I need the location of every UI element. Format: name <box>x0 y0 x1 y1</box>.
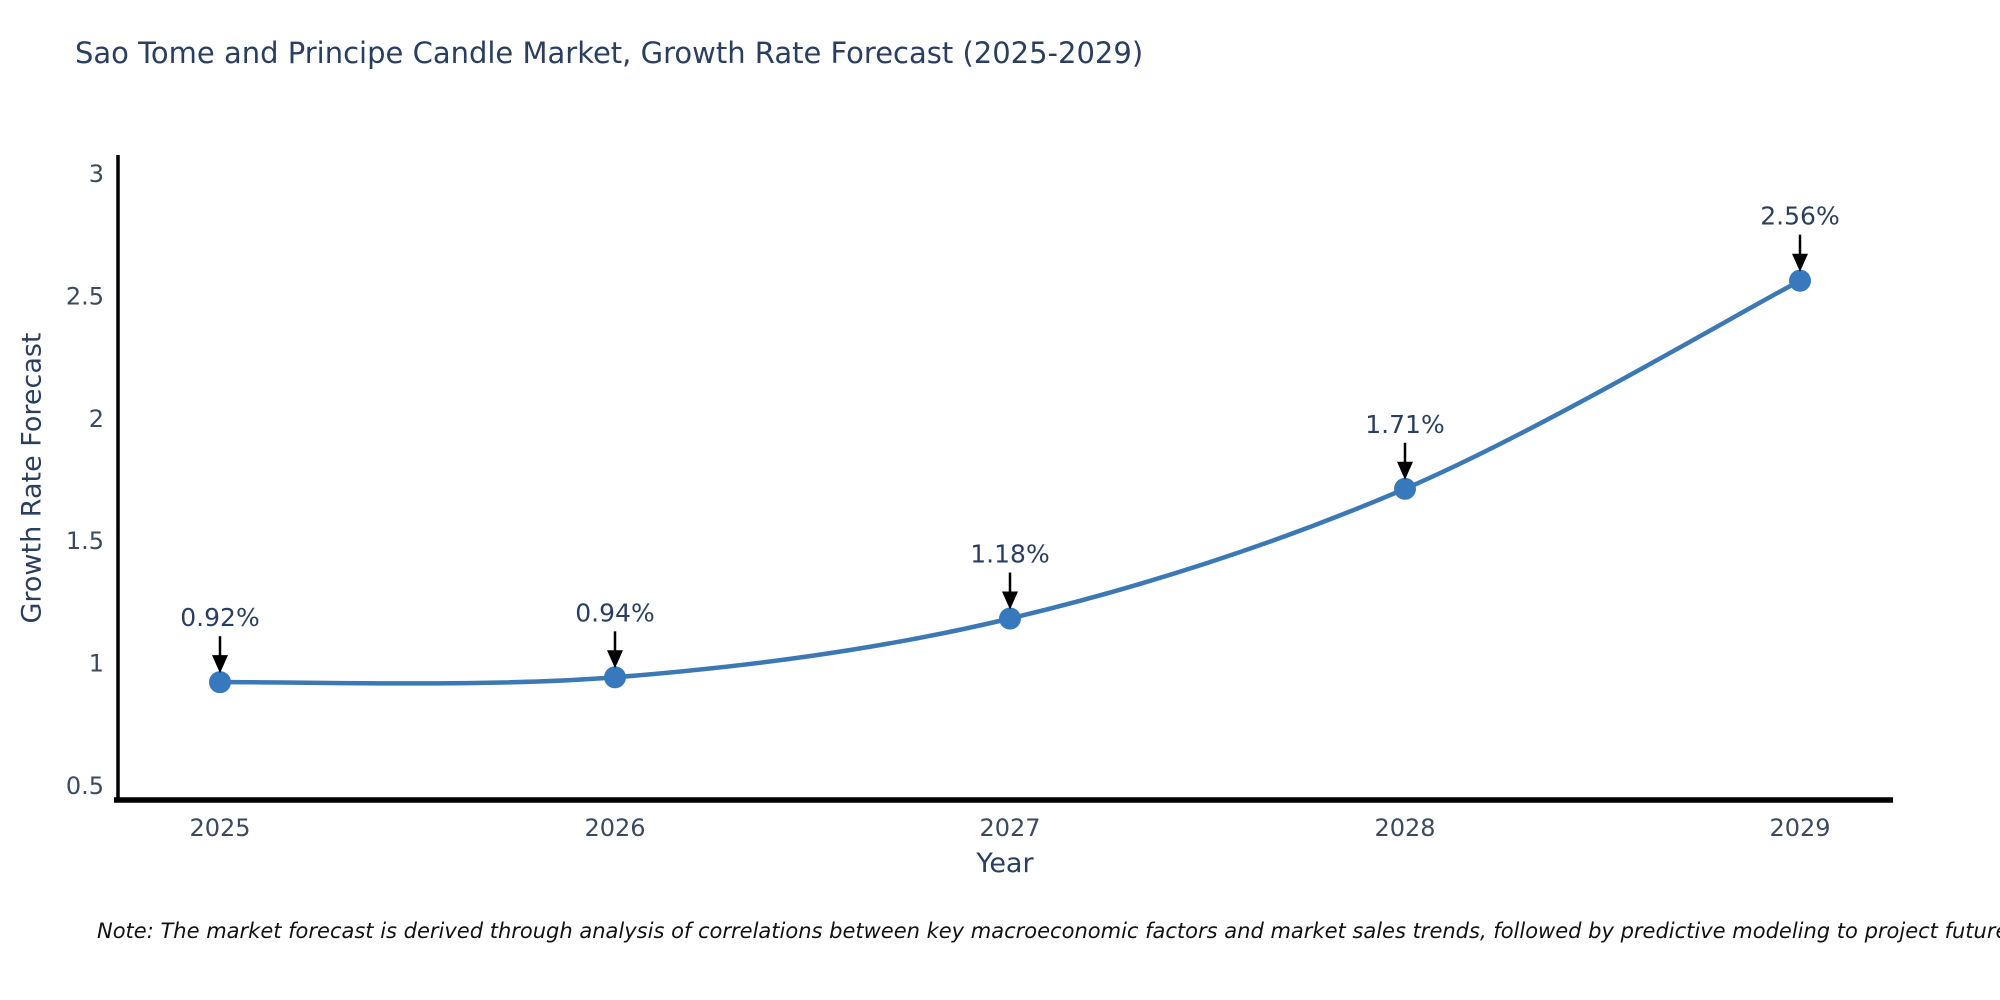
data-point <box>209 671 231 694</box>
annotation-arrowhead <box>1002 591 1018 610</box>
y-tick-label: 2 <box>89 405 104 433</box>
x-tick-label: 2027 <box>979 814 1040 842</box>
annotation-arrowhead <box>607 650 623 669</box>
data-point <box>1394 477 1416 500</box>
annotation-arrowhead <box>1397 461 1413 480</box>
data-point <box>604 666 626 689</box>
footnote: Note: The market forecast is derived thr… <box>97 919 2000 943</box>
annotation-label: 0.92% <box>180 603 259 632</box>
x-tick-label: 2028 <box>1374 814 1435 842</box>
annotation-label: 1.18% <box>970 540 1049 569</box>
annotation-label: 1.71% <box>1365 410 1444 439</box>
annotation-label: 0.94% <box>575 598 654 627</box>
annotation-arrowhead <box>1792 253 1808 272</box>
y-tick-label: 2.5 <box>66 282 104 310</box>
x-tick-label: 2026 <box>584 814 645 842</box>
data-point <box>999 607 1021 630</box>
y-tick-label: 1.5 <box>66 527 104 555</box>
annotation-arrowhead <box>212 655 228 674</box>
y-tick-label: 1 <box>89 650 104 678</box>
y-tick-label: 0.5 <box>66 772 104 800</box>
annotation-label: 2.56% <box>1760 202 1839 231</box>
x-tick-label: 2025 <box>189 814 250 842</box>
x-axis-title: Year <box>976 848 1034 879</box>
chart-title: Sao Tome and Principe Candle Market, Gro… <box>75 36 1144 70</box>
y-tick-label: 3 <box>89 160 104 188</box>
data-point <box>1789 269 1811 292</box>
x-tick-label: 2029 <box>1769 814 1830 842</box>
